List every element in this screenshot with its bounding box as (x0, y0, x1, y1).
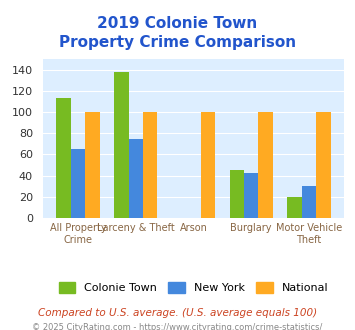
Bar (287, 197, 302, 218)
Bar (114, 72, 129, 218)
Bar (56, 98, 71, 218)
Bar (230, 170, 244, 218)
Text: 2019 Colonie Town: 2019 Colonie Town (97, 16, 258, 31)
Text: © 2025 CityRating.com - https://www.cityrating.com/crime-statistics/: © 2025 CityRating.com - https://www.city… (32, 323, 323, 330)
Bar (302, 186, 316, 218)
Bar (316, 112, 331, 218)
Bar (85, 112, 100, 218)
Legend: Colonie Town, New York, National: Colonie Town, New York, National (54, 278, 333, 298)
Bar (71, 149, 85, 218)
Text: Property Crime Comparison: Property Crime Comparison (59, 35, 296, 50)
Bar (201, 112, 215, 218)
Text: Compared to U.S. average. (U.S. average equals 100): Compared to U.S. average. (U.S. average … (38, 308, 317, 317)
Bar (258, 112, 273, 218)
Bar (129, 139, 143, 218)
Bar (244, 174, 258, 218)
Bar (143, 112, 157, 218)
